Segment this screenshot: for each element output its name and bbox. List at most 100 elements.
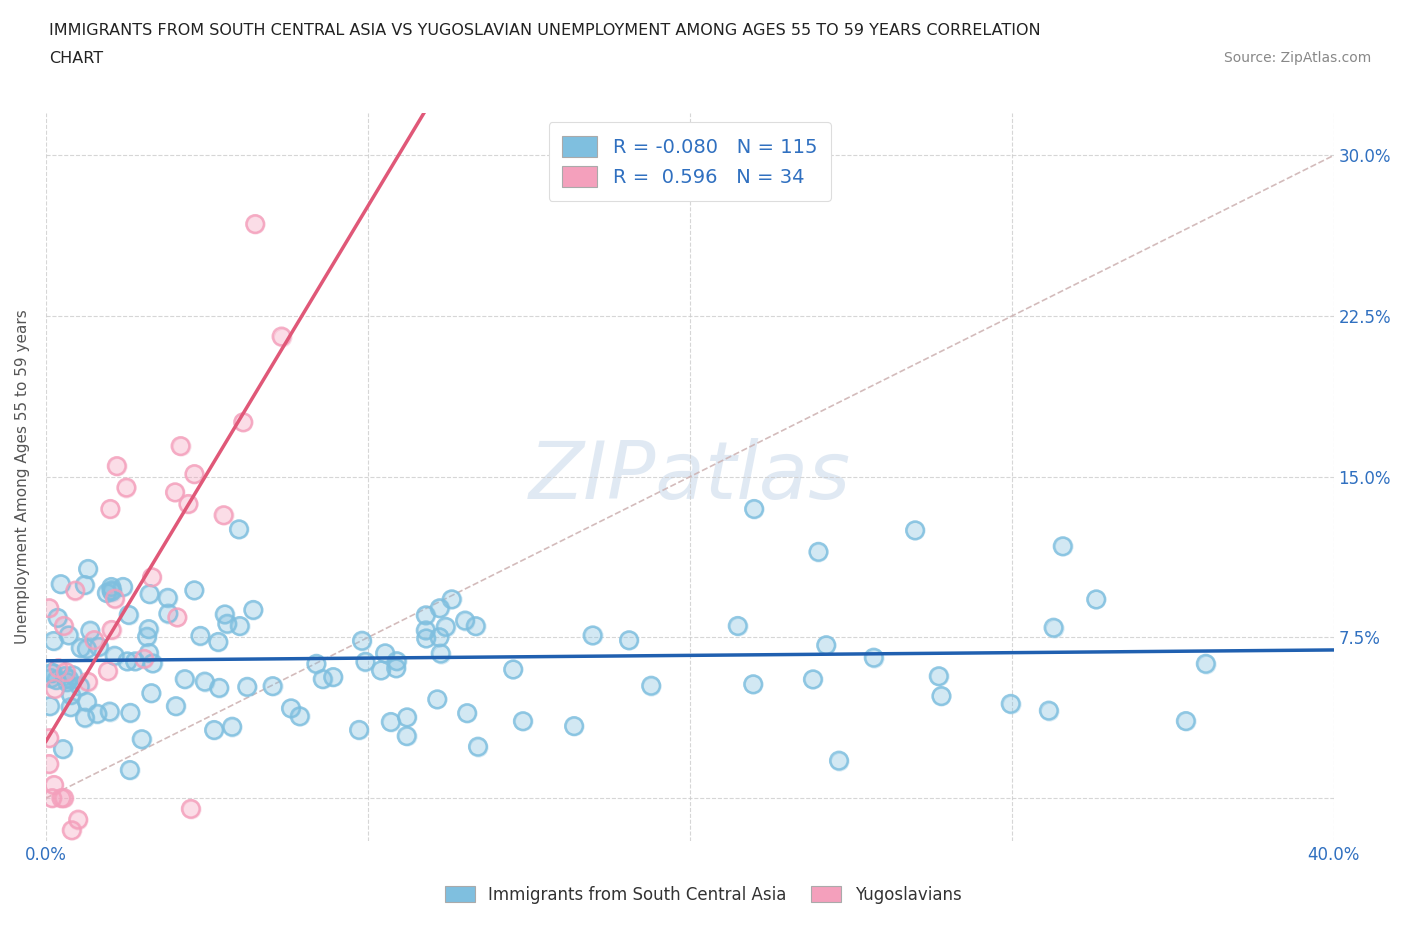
Point: [617, 632, 640, 647]
Legend: R = -0.080   N = 115, R =  0.596   N = 34: R = -0.080 N = 115, R = 0.596 N = 34: [548, 123, 831, 201]
Point: [157, 606, 180, 621]
Point: [76, 642, 98, 657]
Point: [55, 665, 77, 680]
Point: [38, 731, 60, 746]
Point: [46, 610, 69, 625]
Point: [232, 415, 254, 430]
Point: [134, 651, 156, 666]
Point: [104, 591, 127, 606]
Point: [156, 591, 179, 605]
Point: [322, 670, 344, 684]
Point: [87, 640, 110, 655]
Point: [58, 671, 80, 686]
Point: [117, 654, 139, 669]
Point: [1052, 538, 1074, 553]
Point: [212, 508, 235, 523]
Point: [312, 671, 335, 686]
Point: [76, 695, 98, 710]
Point: [1085, 592, 1108, 607]
Point: [136, 630, 159, 644]
Point: [53, 669, 76, 684]
Point: [395, 710, 418, 724]
Point: [96, 586, 118, 601]
Point: [305, 657, 328, 671]
Point: [350, 633, 373, 648]
Point: [100, 584, 122, 599]
Point: [214, 607, 236, 622]
Point: [395, 710, 418, 724]
Point: [815, 638, 838, 653]
Point: [67, 812, 90, 827]
Point: [1038, 703, 1060, 718]
Point: [415, 623, 437, 638]
Point: [44, 682, 66, 697]
Point: [347, 723, 370, 737]
Point: [242, 603, 264, 618]
Point: [141, 570, 163, 585]
Point: [134, 651, 156, 666]
Point: [45, 672, 67, 687]
Point: [385, 654, 408, 669]
Point: [69, 641, 91, 656]
Point: [39, 671, 62, 685]
Point: [166, 610, 188, 625]
Point: [280, 701, 302, 716]
Point: [194, 674, 217, 689]
Point: [67, 812, 90, 827]
Point: [1042, 620, 1064, 635]
Point: [1000, 697, 1022, 711]
Point: [38, 731, 60, 746]
Point: [131, 732, 153, 747]
Point: [60, 823, 83, 838]
Point: [141, 685, 163, 700]
Point: [370, 663, 392, 678]
Point: [385, 661, 408, 676]
Point: [65, 583, 87, 598]
Point: [51, 790, 73, 805]
Point: [502, 662, 524, 677]
Point: [347, 723, 370, 737]
Point: [124, 654, 146, 669]
Point: [55, 665, 77, 680]
Point: [118, 607, 141, 622]
Point: [512, 713, 534, 728]
Point: [138, 645, 160, 660]
Point: [221, 719, 243, 734]
Point: [415, 608, 437, 623]
Point: [464, 618, 486, 633]
Point: [69, 641, 91, 656]
Point: [828, 753, 851, 768]
Point: [41, 790, 63, 805]
Point: [467, 739, 489, 754]
Point: [76, 695, 98, 710]
Point: [385, 654, 408, 669]
Point: [52, 741, 75, 756]
Legend: Immigrants from South Central Asia, Yugoslavians: Immigrants from South Central Asia, Yugo…: [436, 878, 970, 912]
Point: [79, 623, 101, 638]
Point: [429, 601, 451, 616]
Point: [217, 617, 239, 631]
Point: [52, 741, 75, 756]
Point: [166, 610, 188, 625]
Point: [104, 591, 127, 606]
Point: [727, 618, 749, 633]
Point: [354, 655, 377, 670]
Point: [742, 501, 765, 516]
Point: [56, 675, 79, 690]
Point: [228, 522, 250, 537]
Point: [39, 671, 62, 685]
Point: [120, 705, 142, 720]
Point: [1174, 713, 1197, 728]
Point: [69, 679, 91, 694]
Point: [136, 630, 159, 644]
Point: [73, 711, 96, 725]
Point: [312, 671, 335, 686]
Point: [100, 622, 122, 637]
Point: [1000, 697, 1022, 711]
Point: [42, 633, 65, 648]
Point: [38, 601, 60, 616]
Point: [415, 631, 437, 646]
Point: [45, 672, 67, 687]
Point: [467, 739, 489, 754]
Point: [60, 687, 83, 702]
